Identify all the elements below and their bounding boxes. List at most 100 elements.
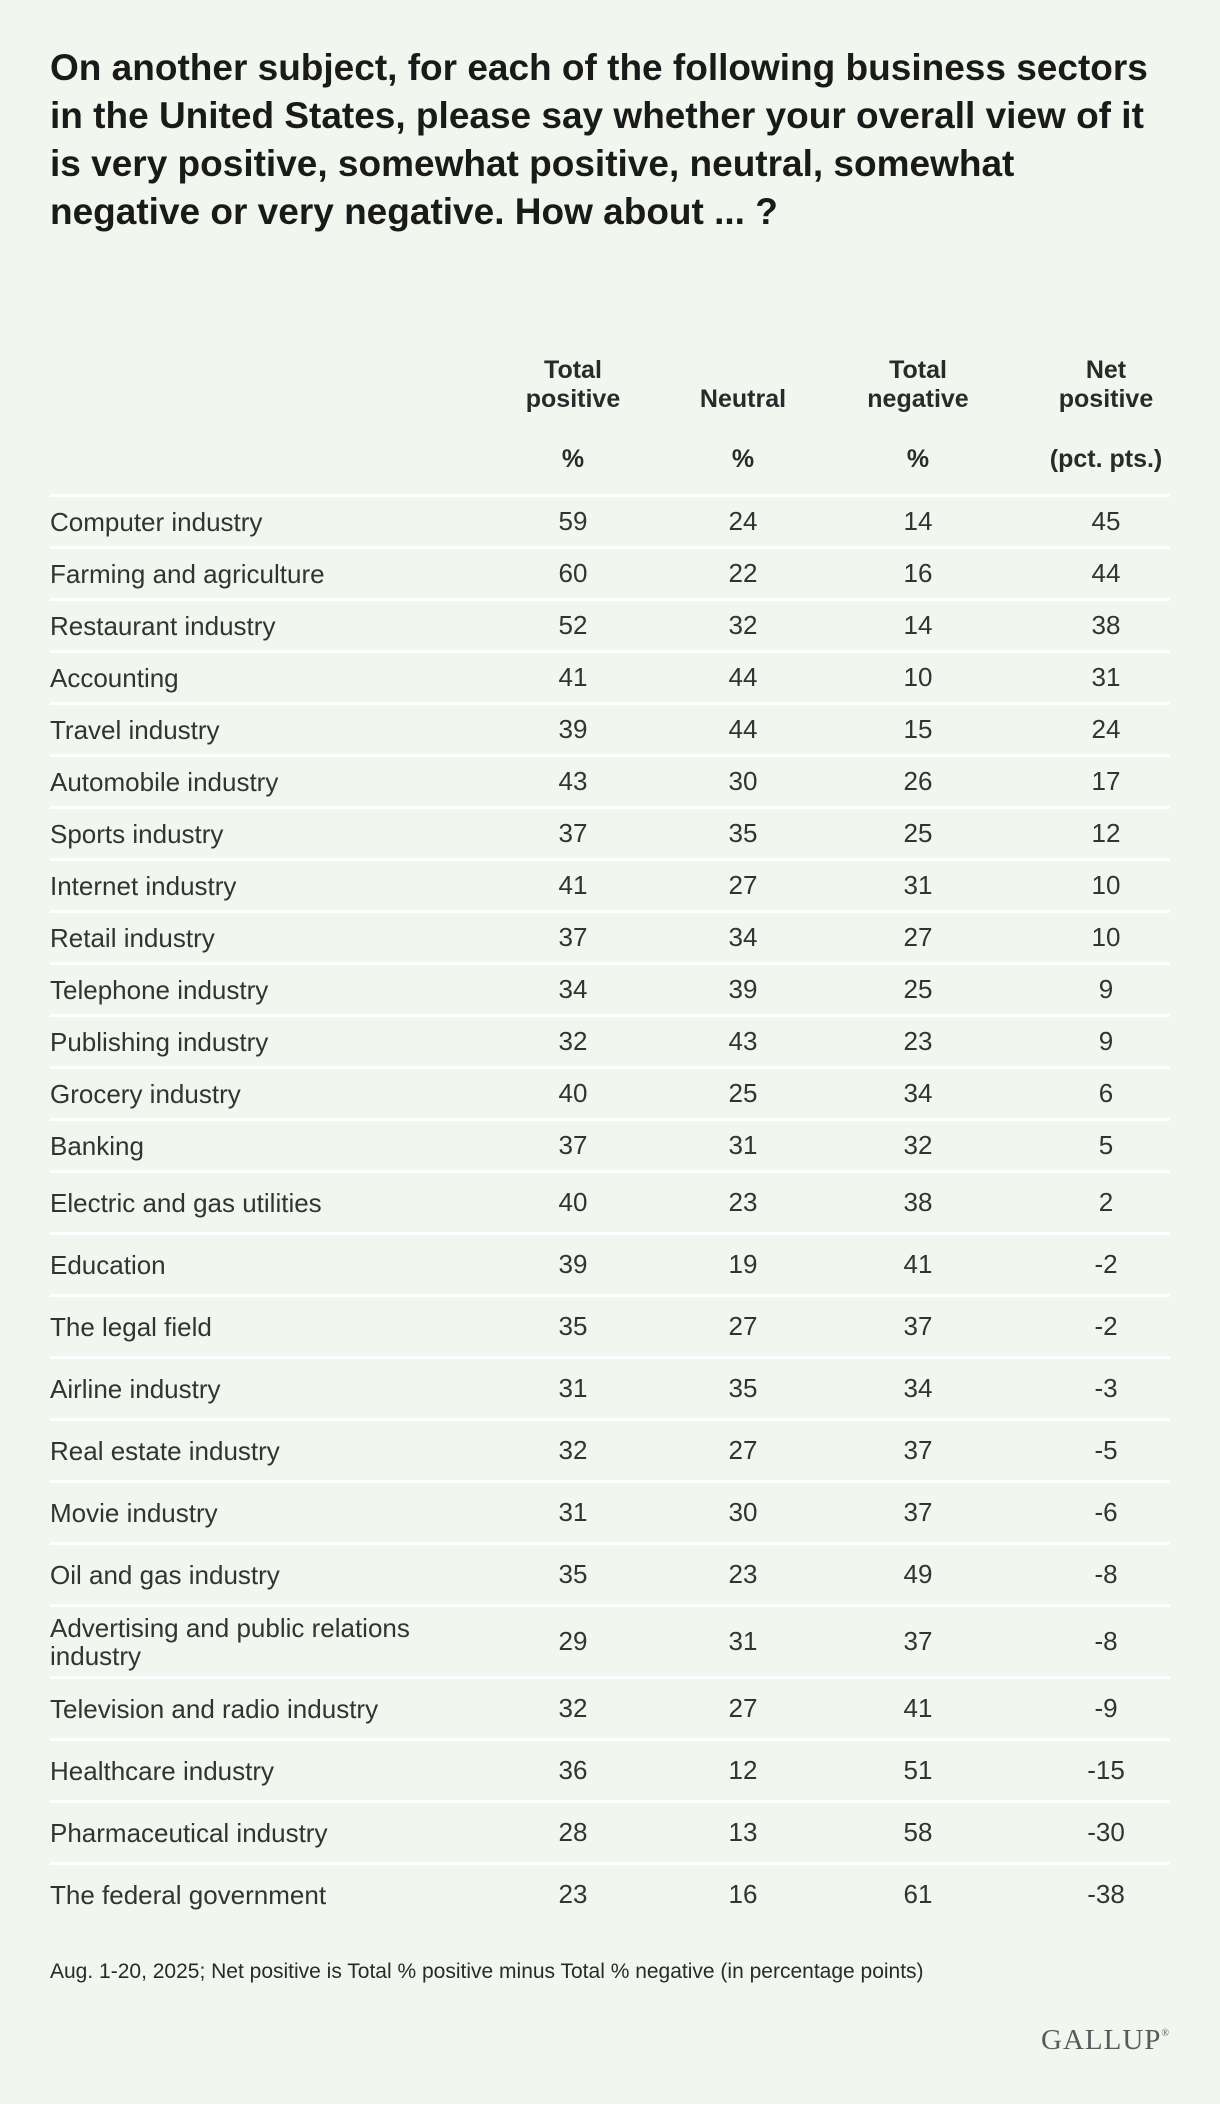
value-net-positive: -15 [1087,1755,1125,1785]
value-net-positive: -2 [1094,1249,1118,1279]
table-row: Television and radio industry 32 27 41 -9 [50,1676,1170,1738]
value-total-negative: 16 [903,558,933,588]
value-total-positive: 39 [558,1249,588,1279]
table-row: Automobile industry 43 30 26 17 [50,754,1170,806]
table-row: Oil and gas industry 35 23 49 -8 [50,1542,1170,1604]
value-total-positive: 35 [558,1559,588,1589]
table-row: Publishing industry 32 43 23 9 [50,1014,1170,1066]
sector-name: Internet industry [50,870,237,901]
sector-name: Telephone industry [50,974,269,1005]
value-total-negative: 61 [903,1879,933,1909]
table-row: Accounting 41 44 10 31 [50,650,1170,702]
value-neutral: 43 [728,1026,758,1056]
sector-name: Accounting [50,662,179,693]
value-total-positive: 32 [558,1435,588,1465]
value-total-negative: 37 [903,1435,933,1465]
value-neutral: 35 [728,1373,758,1403]
sector-name: Restaurant industry [50,610,276,641]
value-neutral: 34 [728,922,758,952]
value-total-positive: 37 [558,818,588,848]
column-unit: % [561,445,585,473]
value-net-positive: 10 [1091,922,1121,952]
value-neutral: 13 [728,1817,758,1847]
sector-name: Healthcare industry [50,1755,274,1786]
table-row: Banking 37 31 32 5 [50,1118,1170,1170]
value-total-negative: 10 [903,662,933,692]
value-neutral: 44 [728,662,758,692]
value-total-positive: 37 [558,922,588,952]
value-net-positive: -8 [1094,1559,1118,1589]
value-neutral: 31 [728,1130,758,1160]
value-neutral: 27 [728,1693,758,1723]
value-net-positive: -5 [1094,1435,1118,1465]
sector-name: Grocery industry [50,1078,241,1109]
table-row: Retail industry 37 34 27 10 [50,910,1170,962]
value-total-positive: 59 [558,506,588,536]
value-net-positive: 6 [1098,1078,1114,1108]
gallup-logo: GALLUP® [1041,2024,1170,2057]
value-neutral: 32 [728,610,758,640]
value-neutral: 31 [728,1626,758,1656]
value-total-positive: 40 [558,1078,588,1108]
chart-title: On another subject, for each of the foll… [50,47,1148,232]
sector-name: Automobile industry [50,766,279,797]
value-total-negative: 37 [903,1311,933,1341]
value-total-positive: 37 [558,1130,588,1160]
value-neutral: 27 [728,1435,758,1465]
value-total-positive: 41 [558,870,588,900]
value-total-positive: 36 [558,1755,588,1785]
value-total-negative: 37 [903,1626,933,1656]
logo-text: GALLUP [1041,2024,1162,2056]
value-total-positive: 31 [558,1497,588,1527]
value-neutral: 22 [728,558,758,588]
value-total-negative: 34 [903,1373,933,1403]
sector-name: Travel industry [50,714,220,745]
value-total-negative: 15 [903,714,933,744]
value-total-positive: 35 [558,1311,588,1341]
value-total-negative: 51 [903,1755,933,1785]
table-row: Internet industry 41 27 31 10 [50,858,1170,910]
data-table: Total positive % Neutral % Total negativ… [50,356,1170,1924]
table-row: Restaurant industry 52 32 14 38 [50,598,1170,650]
sector-name: Banking [50,1130,144,1161]
table-row: Farming and agriculture 60 22 16 44 [50,546,1170,598]
value-total-negative: 38 [903,1187,933,1217]
value-net-positive: -38 [1087,1879,1125,1909]
value-neutral: 23 [728,1559,758,1589]
value-total-positive: 39 [558,714,588,744]
table-row: Advertising and public relations industr… [50,1604,1170,1676]
value-total-negative: 37 [903,1497,933,1527]
sector-name: Electric and gas utilities [50,1187,322,1218]
value-total-positive: 28 [558,1817,588,1847]
value-total-negative: 23 [903,1026,933,1056]
table-row: Airline industry 31 35 34 -3 [50,1356,1170,1418]
value-total-positive: 32 [558,1026,588,1056]
table-row: The federal government 23 16 61 -38 [50,1862,1170,1924]
sector-name: Sports industry [50,818,224,849]
table-row: Real estate industry 32 27 37 -5 [50,1418,1170,1480]
value-neutral: 27 [728,870,758,900]
sector-name: Farming and agriculture [50,558,325,589]
value-neutral: 30 [728,766,758,796]
value-neutral: 19 [728,1249,758,1279]
value-total-positive: 31 [558,1373,588,1403]
sector-name: Education [50,1249,166,1280]
value-total-positive: 32 [558,1693,588,1723]
value-neutral: 16 [728,1879,758,1909]
sector-name: Oil and gas industry [50,1559,280,1590]
sector-name: Advertising and public relations industr… [50,1612,410,1671]
value-net-positive: 31 [1091,662,1121,692]
value-total-positive: 40 [558,1187,588,1217]
value-total-positive: 43 [558,766,588,796]
value-net-positive: -2 [1094,1311,1118,1341]
column-label: Total positive [525,356,621,413]
table-row: Grocery industry 40 25 34 6 [50,1066,1170,1118]
sector-name: Airline industry [50,1373,221,1404]
table-row: Pharmaceutical industry 28 13 58 -30 [50,1800,1170,1862]
sector-name: Real estate industry [50,1435,280,1466]
table-header: Total positive % Neutral % Total negativ… [50,356,1170,494]
value-total-negative: 25 [903,974,933,1004]
table-row: The legal field 35 27 37 -2 [50,1294,1170,1356]
value-net-positive: 24 [1091,714,1121,744]
value-net-positive: 17 [1091,766,1121,796]
